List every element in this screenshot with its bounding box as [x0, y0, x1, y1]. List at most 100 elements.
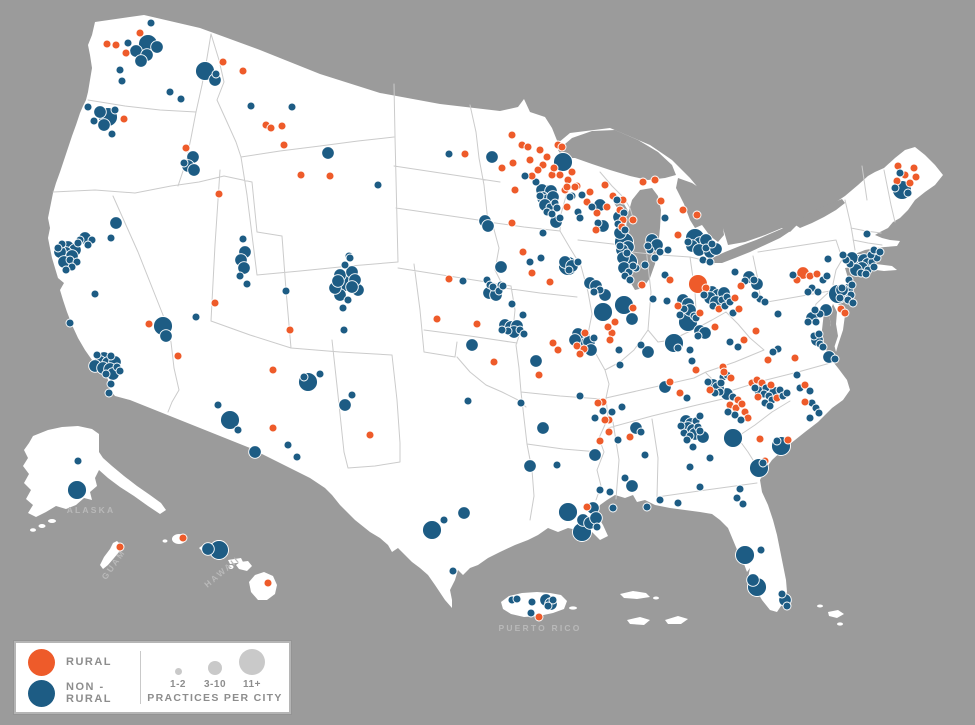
practice-dot-non-rural: [625, 275, 635, 285]
non-rural-swatch-icon: [28, 679, 55, 707]
practice-dot-non-rural: [543, 601, 553, 611]
practice-dot-non-rural: [593, 302, 613, 322]
practice-dot-rural: [472, 319, 482, 329]
practice-dot-non-rural: [53, 243, 63, 253]
practice-dot-non-rural: [516, 398, 526, 408]
practice-dot-rural: [637, 280, 647, 290]
practice-dot-rural: [497, 163, 507, 173]
practice-dot-non-rural: [663, 245, 673, 255]
practice-dot-non-rural: [117, 76, 127, 86]
practice-dot-non-rural: [65, 318, 75, 328]
practice-dot-non-rural: [321, 146, 335, 160]
practice-dot-non-rural: [648, 294, 658, 304]
practice-dot-rural: [580, 328, 590, 338]
practice-dot-rural: [365, 430, 375, 440]
practice-dot-non-rural: [106, 233, 116, 243]
practice-dot-non-rural: [673, 343, 683, 353]
practice-dot-non-rural: [756, 545, 766, 555]
practice-dot-non-rural: [675, 310, 685, 320]
practice-dot-rural: [610, 317, 620, 327]
size-label-large: 11+: [243, 679, 261, 690]
aleutian-island: [38, 524, 46, 528]
practice-dot-non-rural: [773, 309, 783, 319]
practice-dot-non-rural: [338, 398, 352, 412]
practice-dot-non-rural: [822, 271, 832, 281]
legend-rural-label: RURAL: [66, 656, 112, 668]
practice-dot-non-rural: [90, 289, 100, 299]
practice-dot-non-rural: [525, 257, 535, 267]
practice-dot-non-rural: [201, 542, 215, 556]
practice-dot-rural: [730, 293, 740, 303]
practice-dot-non-rural: [110, 105, 120, 115]
practice-dot-non-rural: [814, 329, 824, 339]
practice-dot-rural: [542, 152, 552, 162]
practice-dot-rural: [549, 163, 559, 173]
practice-dot-non-rural: [625, 312, 639, 326]
practice-dot-non-rural: [612, 195, 622, 205]
practice-dot-rural: [783, 435, 793, 445]
practice-dot-non-rural: [587, 202, 597, 212]
practice-dot-non-rural: [805, 413, 815, 423]
practice-dot-rural: [263, 578, 273, 588]
practice-dot-non-rural: [345, 253, 355, 263]
legend-divider: [140, 651, 141, 704]
practice-dot-rural: [144, 319, 154, 329]
practice-dot-non-rural: [614, 345, 624, 355]
practice-dot-non-rural: [805, 386, 815, 396]
practice-dot-non-rural: [339, 325, 349, 335]
practice-dot-non-rural: [861, 269, 871, 279]
us-mainland: [48, 15, 943, 612]
practice-dot-non-rural: [814, 408, 824, 418]
practice-dot-non-rural: [782, 601, 792, 611]
practice-dot-non-rural: [620, 473, 630, 483]
practice-dot-rural: [766, 380, 776, 390]
practice-dot-non-rural: [481, 219, 495, 233]
practice-dot-non-rural: [577, 190, 587, 200]
practice-dot-rural: [575, 349, 585, 359]
practice-dot-non-rural: [101, 369, 111, 379]
legend-caption: PRACTICES PER CITY: [147, 692, 283, 704]
practice-dot-non-rural: [595, 485, 605, 495]
practice-dot-non-rural: [746, 573, 760, 587]
practice-dot-rural: [719, 367, 729, 377]
practice-dot-non-rural: [869, 262, 879, 272]
aleutian-island: [48, 519, 56, 523]
practice-dot-non-rural: [803, 317, 813, 327]
practice-dot-rural: [535, 145, 545, 155]
practice-dot-rural: [593, 398, 603, 408]
size-circles-row: 1-2 3-10 11+: [160, 649, 271, 690]
practice-dot-non-rural: [179, 158, 189, 168]
practice-dot-non-rural: [589, 333, 599, 343]
practice-dot-non-rural: [728, 308, 738, 318]
practice-dot-rural: [790, 353, 800, 363]
practice-dot-rural: [650, 175, 660, 185]
practice-dot-rural: [119, 114, 129, 124]
practice-dot-rural: [557, 142, 567, 152]
practice-dot-rural: [751, 326, 761, 336]
practice-dot-rural: [277, 121, 287, 131]
practice-dot-non-rural: [373, 180, 383, 190]
practice-dot-rural: [527, 268, 537, 278]
region-label-alaska: ALASKA: [67, 505, 116, 515]
practice-dot-non-rural: [890, 183, 900, 193]
practice-dot-non-rural: [693, 331, 703, 341]
practice-dot-rural: [604, 427, 614, 437]
alaska-inset: [23, 426, 166, 532]
practice-dot-rural: [656, 196, 666, 206]
practice-dot-non-rural: [104, 388, 114, 398]
practice-dot-non-rural: [589, 511, 603, 525]
lake-erie: [712, 227, 792, 263]
island-east-3: [665, 616, 688, 624]
vieques: [569, 606, 577, 610]
practice-dot-non-rural: [233, 425, 243, 435]
practice-dot-non-rural: [617, 402, 627, 412]
practice-dot-non-rural: [299, 372, 309, 382]
practice-dot-rural: [562, 202, 572, 212]
practice-dot-non-rural: [283, 440, 293, 450]
practice-dot-rural: [555, 170, 565, 180]
practice-dot-rural: [268, 365, 278, 375]
practice-dot-rural: [523, 142, 533, 152]
practice-dot-non-rural: [83, 240, 93, 250]
practice-dot-rural: [444, 274, 454, 284]
